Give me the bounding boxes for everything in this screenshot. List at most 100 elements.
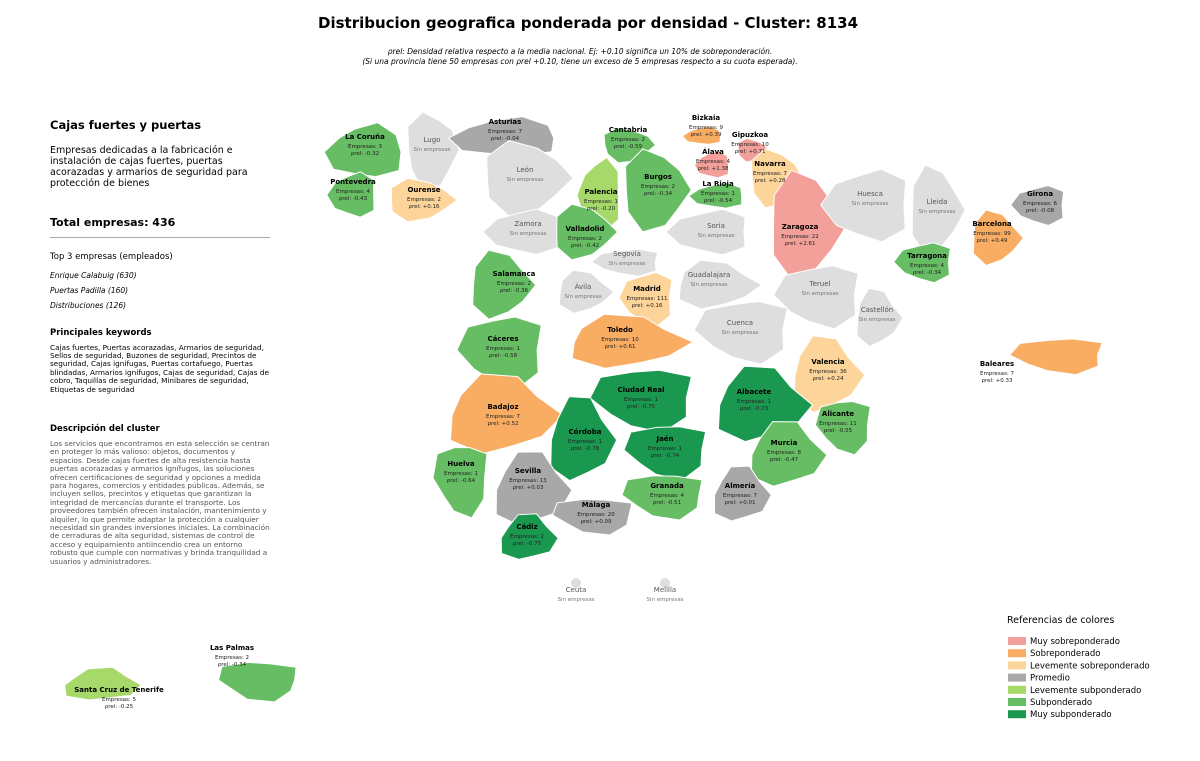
province-shape [893, 242, 951, 284]
top-item: Distribuciones (126) [50, 300, 127, 310]
province-name: Girona [1027, 190, 1053, 198]
legend-label: Subponderado [1030, 698, 1092, 708]
province-value: Sin empresas [851, 201, 888, 207]
province-value: ρrel: -0.75 [627, 404, 656, 410]
province-value: ρrel: +0.71 [735, 149, 766, 155]
province-value: Empresas: 4 [910, 263, 945, 269]
province-value: Sin empresas [413, 147, 450, 153]
province-name: La Coruña [345, 133, 385, 141]
province-value: ρrel: -0.08 [1026, 208, 1055, 214]
province-value: Empresas: 2 [497, 281, 531, 287]
province-name: Las Palmas [210, 644, 254, 652]
province-name: Cuenca [727, 319, 753, 327]
province-shape [590, 248, 659, 277]
province-name: Albacete [737, 388, 772, 396]
sidebar: Cajas fuertes y puertas Empresas dedicad… [50, 118, 270, 566]
province-name: Segovia [613, 250, 641, 258]
province-value: Empresas: 2 [611, 137, 645, 143]
province-value: Sin empresas [690, 282, 727, 288]
legend-swatch [1008, 685, 1026, 694]
top-item: Puertas Padilla (160) [50, 285, 129, 295]
province-shape [693, 300, 788, 365]
province-value: Empresas: 1 [568, 439, 602, 445]
province-value: ρrel: -0.34 [644, 191, 673, 197]
province-name: Navarra [754, 160, 786, 168]
province-shape [500, 513, 559, 560]
top-title: Top 3 empresas (empleados) [50, 251, 173, 262]
province-value: Sin empresas [721, 330, 758, 336]
province-value: Sin empresas [608, 261, 645, 267]
province-name: Barcelona [972, 220, 1012, 228]
province-shape [772, 265, 859, 330]
province-value: ρrel: +0.03 [513, 485, 545, 491]
province-name: Ávila [575, 282, 592, 291]
legend-swatch [1008, 661, 1026, 670]
province-shape [665, 208, 746, 256]
province-value: Sin empresas [506, 177, 543, 183]
province-shape [713, 465, 772, 522]
province-name: Melilla [654, 586, 676, 594]
province-value: Empresas: 2 [510, 534, 544, 540]
province-value: Empresas: 10 [601, 337, 639, 343]
province-name: Bizkaia [692, 114, 721, 122]
legend-title: Referencias de colores [1007, 615, 1114, 626]
province-shape [64, 666, 142, 701]
legend-swatch [1008, 637, 1026, 645]
legend-label: Sobreponderado [1030, 649, 1100, 659]
province-value: ρrel: -0.25 [105, 704, 134, 710]
province-shape [326, 171, 375, 218]
province-shape [911, 164, 966, 256]
province-name: Madrid [633, 285, 661, 293]
province-value: Empresas: 3 [348, 144, 383, 150]
province-value: ρrel: -0.34 [218, 662, 247, 668]
province-value: Sin empresas [918, 209, 955, 215]
note: (Si una provincia tiene 50 empresas con … [362, 57, 797, 66]
province-value: Empresas: 7 [723, 493, 758, 499]
legend-label: Levemente sobreponderado [1030, 661, 1150, 671]
province-shape [558, 269, 615, 314]
province-name: Toledo [607, 326, 633, 334]
province-name: La Rioja [702, 180, 734, 188]
province-value: ρrel: +0.24 [813, 376, 845, 382]
province-name: Huesca [857, 190, 883, 198]
province-value: Empresas: 9 [689, 125, 724, 131]
province-value: ρrel: -0.74 [651, 453, 680, 459]
province-name: León [517, 166, 534, 174]
province-name: Castellón [861, 306, 893, 314]
province-value: Empresas: 2 [568, 236, 602, 242]
province-shape [681, 125, 722, 145]
province-name: Cáceres [487, 335, 518, 343]
legend-label: Muy sobreponderado [1030, 637, 1120, 647]
province-shape [1010, 184, 1065, 227]
description: Los servicios que encontramos en esta se… [50, 439, 270, 566]
province-name: Lleida [927, 198, 948, 206]
province-value: Empresas: 1 [737, 399, 771, 405]
province-shape [482, 208, 560, 256]
province-value: Empresas: 7 [980, 371, 1015, 377]
province-value: ρrel: -0.55 [824, 428, 853, 434]
province-name: Badajoz [487, 403, 518, 411]
province-value: Empresas: 1 [701, 191, 735, 197]
province-value: Sin empresas [801, 291, 838, 297]
sidebar-title: Cajas fuertes y puertas [50, 118, 202, 132]
province-shape [972, 209, 1025, 267]
province-shape [618, 271, 673, 328]
province-value: ρrel: -0.04 [491, 136, 520, 142]
province-value: Empresas: 8 [767, 450, 802, 456]
province-value: Empresas: 1 [624, 397, 658, 403]
province-name: Granada [650, 482, 684, 490]
province-name: Málaga [582, 501, 611, 509]
province-name: Córdoba [569, 428, 602, 436]
province-shape [660, 578, 670, 588]
province-shape [814, 400, 871, 456]
province-value: ρrel: -0.73 [740, 406, 769, 412]
province-shape [571, 578, 581, 588]
province-name: Asturias [489, 118, 522, 126]
province-value: Empresas: 7 [753, 171, 788, 177]
province-name: Alicante [822, 410, 854, 418]
province-name: Zamora [514, 220, 541, 228]
province-name: Ourense [407, 186, 440, 194]
province-shape [218, 661, 297, 703]
